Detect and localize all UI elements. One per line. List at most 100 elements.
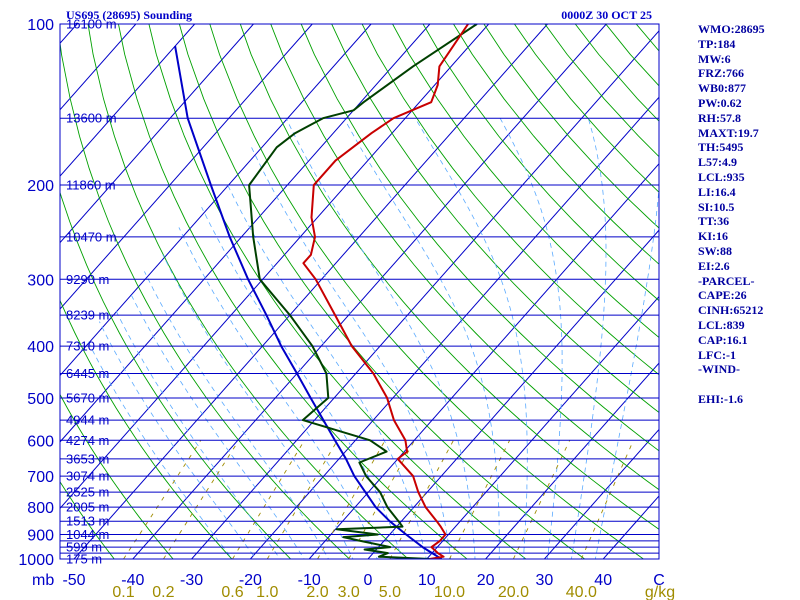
temperature-tick-label: -20 (239, 572, 262, 589)
index-item: -PARCEL- (698, 273, 755, 288)
height-label: 2005 m (66, 500, 109, 515)
moist-adiabat-line (227, 184, 427, 559)
valid-time: 0000Z 30 OCT 25 (561, 8, 652, 22)
moist-adiabat-line (178, 227, 378, 559)
height-label: 13600 m (66, 111, 117, 126)
height-label: 5670 m (66, 390, 109, 405)
moist-adiabat-line (414, 117, 528, 559)
isotherm-line (60, 24, 431, 443)
mixing-ratio-label: 0.1 (112, 584, 134, 600)
height-label: 4274 m (66, 433, 109, 448)
mixing-ratio-line (348, 440, 415, 559)
chart-title: US695 (28695) Sounding (66, 8, 192, 22)
index-item: LFC:-1 (698, 347, 736, 362)
mixing-ratio-label: 0.2 (152, 584, 174, 600)
plot-frame (59, 23, 660, 560)
mixing-ratio-line (123, 440, 202, 559)
height-label: 10470 m (66, 229, 117, 244)
height-label: 6445 m (66, 366, 109, 381)
pressure-unit-label: mb (32, 572, 54, 589)
mixing-ratio-label: 1.0 (256, 584, 278, 600)
index-item: EI:2.6 (698, 258, 730, 273)
temperature-tick-label: -50 (62, 572, 85, 589)
mixing-ratio-line (580, 440, 634, 559)
isotherm-line (544, 428, 659, 559)
mixing-ratio-label: 10.0 (434, 584, 465, 600)
pressure-tick-label: 500 (27, 391, 54, 408)
temperature-tick-label: -10 (298, 572, 321, 589)
height-label: 175 m (66, 552, 102, 567)
height-label: 9290 m (66, 272, 109, 287)
index-item: -WIND- (698, 362, 740, 377)
height-label: 1044 m (66, 527, 109, 542)
isotherm-line (60, 24, 372, 377)
index-item: RH:57.8 (698, 110, 741, 125)
temperature-profile (302, 24, 469, 559)
temperature-tick-label: -40 (121, 572, 144, 589)
pressure-tick-label: 900 (27, 528, 54, 545)
moist-adiabat-line (201, 207, 403, 559)
index-item: KI:16 (698, 229, 728, 244)
index-item: LI:16.4 (698, 184, 736, 199)
height-label: 4944 m (66, 413, 109, 428)
height-label: 2525 m (66, 485, 109, 500)
index-item: TT:36 (698, 214, 730, 229)
height-label: 3653 m (66, 451, 109, 466)
background-lines (0, 24, 659, 559)
index-item: SI:10.5 (698, 199, 735, 214)
mixing-ratio-line (389, 440, 454, 559)
height-label: 11860 m (66, 178, 116, 193)
temperature-tick-label: 40 (594, 572, 612, 589)
mixing-ratio-label: 40.0 (566, 584, 597, 600)
height-label: 3074 m (66, 469, 109, 484)
pressure-tick-label: 300 (27, 272, 54, 289)
isotherm-line (250, 96, 659, 559)
pressure-tick-label: 700 (27, 469, 54, 486)
index-item: SW:88 (698, 243, 733, 258)
moist-adiabat-line (114, 308, 281, 559)
index-item: TP:184 (698, 36, 736, 51)
mixing-ratio-label: 20.0 (498, 584, 529, 600)
moist-adiabat-line (499, 118, 563, 559)
pressure-tick-label: 200 (27, 178, 54, 195)
isotherm-line (426, 295, 659, 559)
index-item: CAP:16.1 (698, 332, 748, 347)
isotherm-line (73, 24, 548, 559)
height-label: 7310 m (66, 339, 109, 354)
index-item: FRZ:766 (698, 66, 744, 81)
isotherm-line (485, 362, 659, 559)
dewpoint-profile (248, 24, 478, 559)
isobar-lines (60, 23, 659, 560)
mixing-ratio-line (232, 440, 305, 559)
isotherm-line (60, 24, 196, 177)
moist-adiabat-line (251, 147, 452, 559)
mixing-ratio-line (266, 440, 338, 559)
pressure-tick-label: 800 (27, 500, 54, 517)
dry-adiabat-line (87, 24, 409, 559)
temperature-tick-label: -30 (180, 572, 203, 589)
dry-adiabat-line (60, 393, 174, 559)
index-item: EHI:-1.6 (698, 391, 743, 406)
isotherm-line (0, 24, 18, 559)
moist-adiabat-line (570, 118, 607, 559)
isotherm-line (60, 24, 313, 310)
sounding-profiles (174, 24, 478, 559)
sounding-indices: WMO:28695 TP:184 MW:6 FRZ:766 WB0:877 PW:0.62… (698, 22, 798, 407)
mixing-ratio-line (163, 440, 240, 559)
mixing-ratio-line (317, 440, 386, 559)
isotherm-line (308, 162, 659, 559)
mixing-ratio-label: 2.0 (306, 584, 328, 600)
isotherm-line (132, 24, 607, 559)
temperature-tick-label: 30 (536, 572, 554, 589)
pressure-tick-label: 600 (27, 433, 54, 450)
isotherm-line (60, 24, 254, 244)
dry-adiabat-line (60, 480, 115, 559)
index-item: MAXT:19.7 (698, 125, 759, 140)
height-label: 16100 m (66, 17, 117, 32)
mixing-ratio-label: 3.0 (338, 584, 360, 600)
temperature-tick-label: 10 (418, 572, 436, 589)
index-item: L57:4.9 (698, 155, 737, 170)
isotherm-line (60, 24, 490, 510)
